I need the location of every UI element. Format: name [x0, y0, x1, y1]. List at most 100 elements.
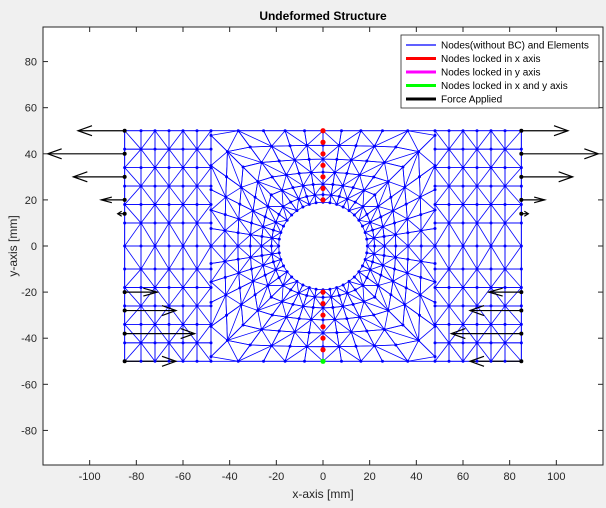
- mesh-element: [490, 305, 506, 325]
- constrained-node: [320, 162, 326, 168]
- mesh-node: [489, 359, 493, 363]
- mesh-node: [328, 201, 332, 205]
- mesh-element: [462, 148, 478, 168]
- mesh-node: [239, 185, 243, 189]
- mesh-element: [196, 222, 212, 247]
- mesh-node: [123, 166, 127, 170]
- mesh-element: [334, 319, 352, 333]
- mesh-node: [269, 295, 273, 299]
- mesh-node: [297, 197, 301, 201]
- chart-title: Undeformed Structure: [259, 9, 387, 23]
- mesh-node: [403, 303, 407, 307]
- mesh-node: [181, 304, 185, 308]
- mesh-node: [181, 129, 185, 133]
- mesh-element: [124, 342, 142, 362]
- constrained-node: [320, 139, 326, 145]
- mesh-element: [490, 130, 506, 150]
- mesh-node: [237, 217, 241, 221]
- mesh-node: [289, 200, 293, 204]
- mesh-node: [167, 244, 171, 248]
- mesh-element: [358, 271, 364, 286]
- mesh-node: [321, 331, 325, 335]
- mesh-node: [365, 244, 369, 248]
- mesh-node: [236, 231, 240, 235]
- mesh-node: [181, 221, 185, 225]
- mesh-node: [321, 295, 325, 299]
- mesh-element: [374, 329, 385, 346]
- mesh-element: [286, 174, 304, 187]
- mesh-element: [330, 296, 344, 307]
- mesh-node: [417, 150, 421, 154]
- mesh-element: [182, 222, 198, 247]
- mesh-node: [139, 244, 143, 248]
- mesh-node: [123, 221, 127, 225]
- mesh-element: [282, 206, 298, 211]
- mesh-node: [382, 234, 386, 238]
- mesh-element: [261, 329, 272, 346]
- mesh-node: [365, 251, 369, 255]
- mesh-element: [490, 148, 506, 168]
- mesh-node: [225, 150, 229, 154]
- mesh-node: [361, 264, 365, 268]
- mesh-node: [181, 359, 185, 363]
- mesh-node: [419, 244, 423, 248]
- mesh-element: [225, 294, 242, 306]
- mesh-node: [331, 305, 335, 309]
- force-node: [519, 359, 524, 364]
- mesh-node: [489, 322, 493, 326]
- constrained-node: [320, 197, 326, 203]
- force-arrow-head: [468, 304, 485, 317]
- mesh-node: [153, 221, 157, 225]
- mesh-element: [210, 294, 227, 327]
- mesh-node: [167, 285, 171, 289]
- mesh-element: [359, 316, 385, 330]
- mesh-element: [392, 187, 406, 211]
- x-tick-label: -60: [175, 471, 191, 483]
- legend[interactable]: Nodes(without BC) and Elements Nodes lock…: [400, 34, 600, 109]
- mesh-node: [290, 213, 294, 217]
- mesh-node: [167, 359, 171, 363]
- mesh-node: [372, 175, 376, 179]
- mesh-node: [337, 293, 341, 297]
- mesh-node: [224, 293, 228, 297]
- mesh-node: [280, 300, 284, 304]
- mesh-node: [359, 359, 363, 363]
- mesh-node: [293, 158, 297, 162]
- mesh-node: [447, 129, 451, 133]
- mesh-element: [322, 183, 332, 196]
- mesh-node: [433, 359, 437, 363]
- mesh-node: [353, 288, 357, 292]
- mesh-element: [182, 287, 198, 307]
- mesh-element: [227, 304, 242, 341]
- mesh-element: [237, 234, 251, 247]
- mesh-element: [418, 326, 436, 341]
- mesh-element: [168, 342, 184, 362]
- force-arrow-head: [524, 210, 530, 217]
- mesh-node: [406, 244, 410, 248]
- mesh-element: [346, 281, 350, 294]
- mesh-node: [345, 197, 349, 201]
- mesh-element: [154, 222, 170, 247]
- mesh-node: [305, 195, 309, 199]
- mesh-node: [209, 285, 213, 289]
- mesh-element: [322, 296, 332, 309]
- mesh-element: [336, 198, 348, 205]
- mesh-element: [281, 189, 299, 200]
- mesh-element: [154, 167, 170, 187]
- mesh-element: [504, 342, 522, 362]
- mesh-element: [124, 204, 142, 224]
- mesh-node: [335, 202, 339, 206]
- mesh-node: [519, 221, 523, 225]
- mesh-node: [362, 188, 366, 192]
- mesh-element: [504, 204, 522, 224]
- mesh-element: [302, 172, 312, 186]
- mesh-node: [489, 244, 493, 248]
- mesh-element: [262, 226, 273, 239]
- mesh-node: [153, 184, 157, 188]
- mesh-element: [281, 292, 299, 303]
- mesh-element: [476, 130, 492, 150]
- mesh-node: [382, 328, 386, 332]
- mesh-element: [406, 218, 422, 231]
- mesh-node: [358, 315, 362, 319]
